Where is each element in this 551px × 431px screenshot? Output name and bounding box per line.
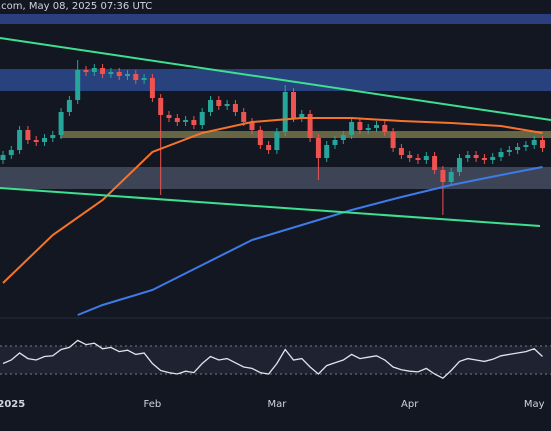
- candle-body: [108, 72, 114, 74]
- candle-body: [208, 100, 213, 112]
- candle-body: [291, 92, 296, 118]
- candle-body: [481, 158, 487, 160]
- candle-body: [66, 100, 72, 112]
- candle-body: [390, 132, 396, 148]
- candle-body: [241, 112, 247, 122]
- candle-body: [282, 92, 288, 132]
- candle-body: [125, 74, 130, 76]
- candle-body: [332, 140, 338, 145]
- candle-body: [166, 115, 172, 118]
- candle-body: [216, 100, 222, 106]
- candle-body: [141, 78, 147, 80]
- resistance-band: [0, 14, 551, 24]
- candle-body: [149, 78, 155, 98]
- candle-body: [158, 98, 164, 115]
- candle-body: [324, 145, 330, 158]
- candle-body: [382, 125, 388, 132]
- candle-body: [299, 114, 305, 118]
- candle-body: [365, 128, 371, 130]
- candle-body: [465, 155, 471, 158]
- candle-body: [407, 155, 413, 158]
- candle-body: [191, 120, 197, 125]
- candle-body: [515, 147, 521, 150]
- candle-body: [357, 122, 363, 130]
- candle-body: [432, 156, 438, 170]
- candle-body: [374, 125, 379, 128]
- candle-body: [398, 148, 404, 155]
- candle-body: [33, 140, 39, 142]
- candle-body: [473, 155, 479, 158]
- moving-average: [2, 117, 543, 284]
- candle-body: [83, 70, 89, 72]
- x-tick-label: May: [524, 399, 545, 410]
- x-tick-label: Mar: [267, 399, 287, 410]
- candle-body: [174, 118, 180, 122]
- candle-body: [315, 138, 321, 158]
- candle-body: [506, 150, 512, 152]
- candle-body: [91, 68, 97, 72]
- candle-body: [0, 155, 6, 160]
- rsi-line: [2, 339, 543, 379]
- candle-body: [183, 120, 189, 122]
- candle-body: [199, 112, 205, 125]
- candle-body: [415, 158, 421, 160]
- candle-body: [440, 170, 446, 182]
- trendline-lower: [0, 187, 541, 227]
- candle-body: [266, 145, 272, 150]
- candle-body: [58, 112, 64, 135]
- candle-body: [116, 72, 122, 76]
- candle-body: [100, 68, 106, 74]
- candle-body: [531, 140, 537, 145]
- candle-body: [42, 138, 47, 142]
- demand-zone: [0, 167, 551, 189]
- candle-body: [8, 150, 14, 155]
- candle-body: [249, 122, 255, 130]
- moving-average: [77, 166, 543, 316]
- marks: [0, 60, 551, 379]
- candle-body: [540, 140, 545, 148]
- candle-body: [457, 158, 462, 172]
- x-tick-label: Feb: [144, 399, 162, 410]
- candle-body: [448, 172, 454, 182]
- x-tick-label: 2025: [0, 399, 25, 410]
- trendline-upper: [0, 37, 551, 121]
- candle-body: [307, 114, 313, 138]
- pivot-band: [60, 131, 551, 138]
- candle-body: [224, 104, 230, 106]
- rsi-band: [0, 346, 551, 374]
- candle-body: [498, 152, 504, 157]
- candle-body: [423, 156, 429, 160]
- candle-body: [490, 157, 496, 160]
- candle-body: [17, 130, 23, 150]
- candle-body: [274, 132, 280, 150]
- candle-body: [133, 74, 139, 80]
- candle-body: [232, 104, 238, 112]
- header-caption: .com, May 08, 2025 07:36 UTC: [0, 1, 152, 12]
- candle-body: [523, 145, 529, 147]
- candle-body: [257, 130, 263, 145]
- candle-body: [75, 70, 81, 100]
- candle-body: [340, 135, 346, 140]
- candle-body: [25, 130, 31, 140]
- candle-body: [349, 122, 355, 135]
- x-tick-label: Apr: [401, 399, 419, 410]
- candle-body: [50, 135, 56, 138]
